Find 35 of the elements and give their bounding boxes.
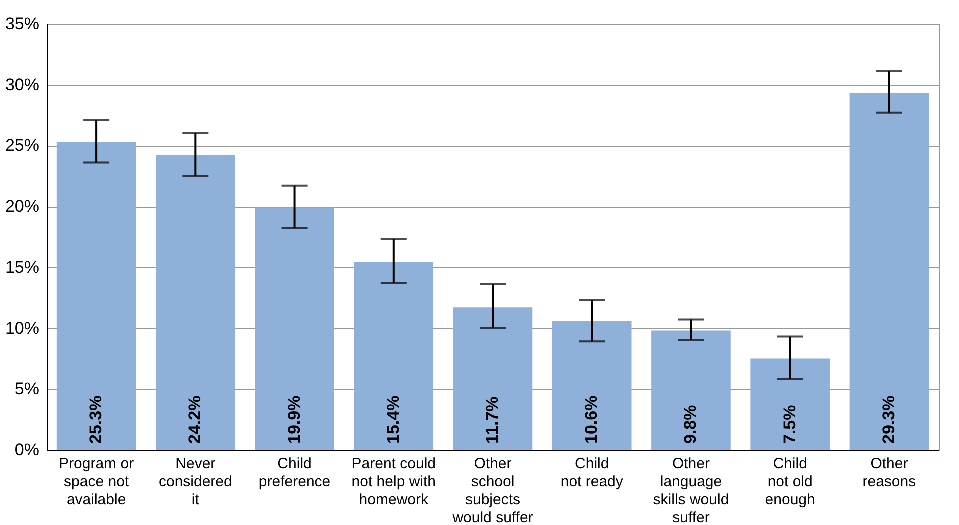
y-tick-label: 10% [5,318,40,338]
bar [850,93,930,450]
data-label: 9.8% [681,405,700,444]
data-label: 10.6% [582,396,602,444]
data-label: 19.9% [284,396,304,444]
bar [453,308,533,450]
x-tick-label: Program or space not available [59,456,134,508]
bar [255,208,334,450]
x-tick-label: Child not old enough [765,456,816,508]
x-tick-label: Never considered it [158,456,232,508]
data-label: 15.4% [384,396,403,444]
data-label: 11.7% [483,396,502,444]
bar [156,155,236,450]
y-tick-label: 0% [14,440,40,460]
y-tick-label: 20% [5,197,40,216]
data-label: 7.5% [780,405,800,444]
y-tick-label: 5% [14,380,40,399]
x-tick-label: Child not ready [560,456,624,490]
x-tick-label: Other language skills would suffer [653,456,730,525]
bar [354,262,434,450]
bar [750,358,830,450]
x-tick-label: Child preference [258,456,331,490]
bar [552,320,632,450]
bar [652,330,731,450]
y-tick-label: 30% [5,75,40,94]
y-tick-label: 15% [5,258,40,277]
x-tick-label: Parent could not help with homework [352,456,436,508]
bar [56,142,136,450]
y-tick-label: 25% [5,136,40,156]
data-label: 25.3% [86,396,106,444]
data-label: 29.3% [879,396,898,444]
data-label: 24.2% [186,396,205,444]
x-tick-label: Other reasons [862,456,916,490]
y-tick-label: 35% [5,14,40,34]
x-tick-label: Other school subjects would suffer [452,456,534,525]
